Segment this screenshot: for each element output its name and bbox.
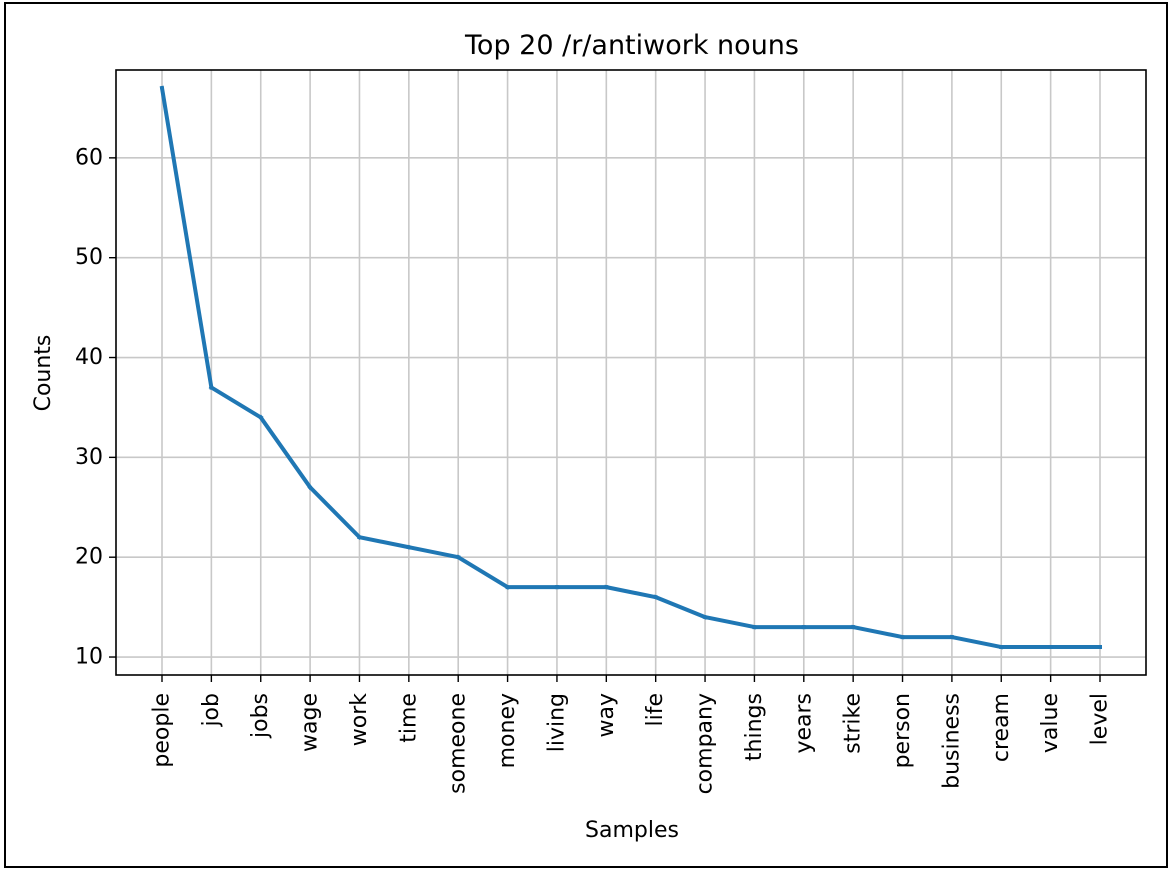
series-line-segment bbox=[949, 634, 1004, 650]
y-axis: 10 20 30 40 50 60 bbox=[75, 145, 116, 670]
x-tick-label: company bbox=[693, 693, 718, 794]
series-line-segment bbox=[603, 584, 659, 600]
y-tick-label: 20 bbox=[75, 545, 103, 570]
y-tick-label: 50 bbox=[75, 245, 103, 270]
y-tick-label: 40 bbox=[75, 345, 103, 370]
series-line-segment bbox=[850, 624, 905, 640]
series-line-segment bbox=[208, 384, 264, 421]
data-point bbox=[752, 625, 757, 630]
data-point bbox=[801, 625, 806, 630]
x-tick-label: cream bbox=[989, 693, 1014, 762]
series-line-segment bbox=[406, 544, 461, 560]
y-axis-label: Counts bbox=[31, 335, 56, 412]
series-line-segment bbox=[159, 85, 214, 390]
data-point bbox=[653, 595, 658, 600]
data-point bbox=[703, 615, 708, 620]
x-tick-label: someone bbox=[446, 693, 471, 794]
x-tick-label: strike bbox=[841, 693, 866, 754]
x-tick-label: business bbox=[939, 693, 964, 789]
data-point bbox=[357, 535, 362, 540]
data-point bbox=[308, 485, 313, 490]
x-tick-label: living bbox=[544, 693, 569, 752]
y-tick-label: 60 bbox=[75, 145, 103, 170]
series-line-segment bbox=[307, 484, 363, 541]
figure-frame bbox=[4, 2, 1168, 868]
x-tick-label: wage bbox=[298, 693, 323, 752]
x-tick-label: years bbox=[791, 693, 816, 754]
data-point bbox=[209, 385, 214, 390]
x-tick-label: work bbox=[347, 693, 372, 746]
plot-area-border bbox=[115, 69, 1147, 676]
series-line-segment bbox=[455, 554, 511, 590]
x-tick-label: value bbox=[1038, 693, 1063, 753]
x-tick-label: time bbox=[396, 693, 421, 743]
x-tick-label: job bbox=[199, 693, 224, 728]
x-tick-label: people bbox=[150, 693, 175, 768]
x-tick-label: way bbox=[594, 693, 619, 738]
x-tick-label: money bbox=[495, 693, 520, 768]
data-point bbox=[900, 635, 905, 640]
x-tick-label: life bbox=[643, 693, 668, 727]
y-tick-label: 10 bbox=[75, 645, 103, 670]
series-line-segment bbox=[357, 534, 412, 550]
data-point bbox=[1048, 645, 1053, 650]
series-line-segment bbox=[702, 614, 757, 630]
data-point bbox=[406, 545, 411, 550]
data-point bbox=[949, 635, 954, 640]
data-point bbox=[851, 625, 856, 630]
data-point bbox=[1098, 645, 1102, 650]
series-line-segment bbox=[257, 414, 313, 491]
x-axis: people job jobs wage work time someone money liv… bbox=[150, 675, 1113, 794]
x-tick-label: jobs bbox=[248, 693, 273, 739]
data-point bbox=[505, 585, 510, 590]
x-tick-label: person bbox=[890, 693, 915, 768]
data-point bbox=[258, 415, 263, 420]
x-tick-label: things bbox=[742, 693, 767, 761]
series-lines bbox=[159, 85, 1102, 650]
data-point bbox=[604, 585, 609, 590]
chart-title: Top 20 /r/antiwork nouns bbox=[464, 30, 799, 61]
x-tick-label: level bbox=[1088, 693, 1113, 745]
data-point bbox=[456, 555, 461, 560]
grid-lines bbox=[116, 70, 1146, 675]
series-line-segment bbox=[653, 594, 708, 620]
data-point bbox=[999, 645, 1004, 650]
x-axis-label: Samples bbox=[585, 818, 679, 843]
data-point bbox=[554, 585, 559, 590]
data-point bbox=[160, 85, 164, 90]
y-tick-label: 30 bbox=[75, 445, 103, 470]
